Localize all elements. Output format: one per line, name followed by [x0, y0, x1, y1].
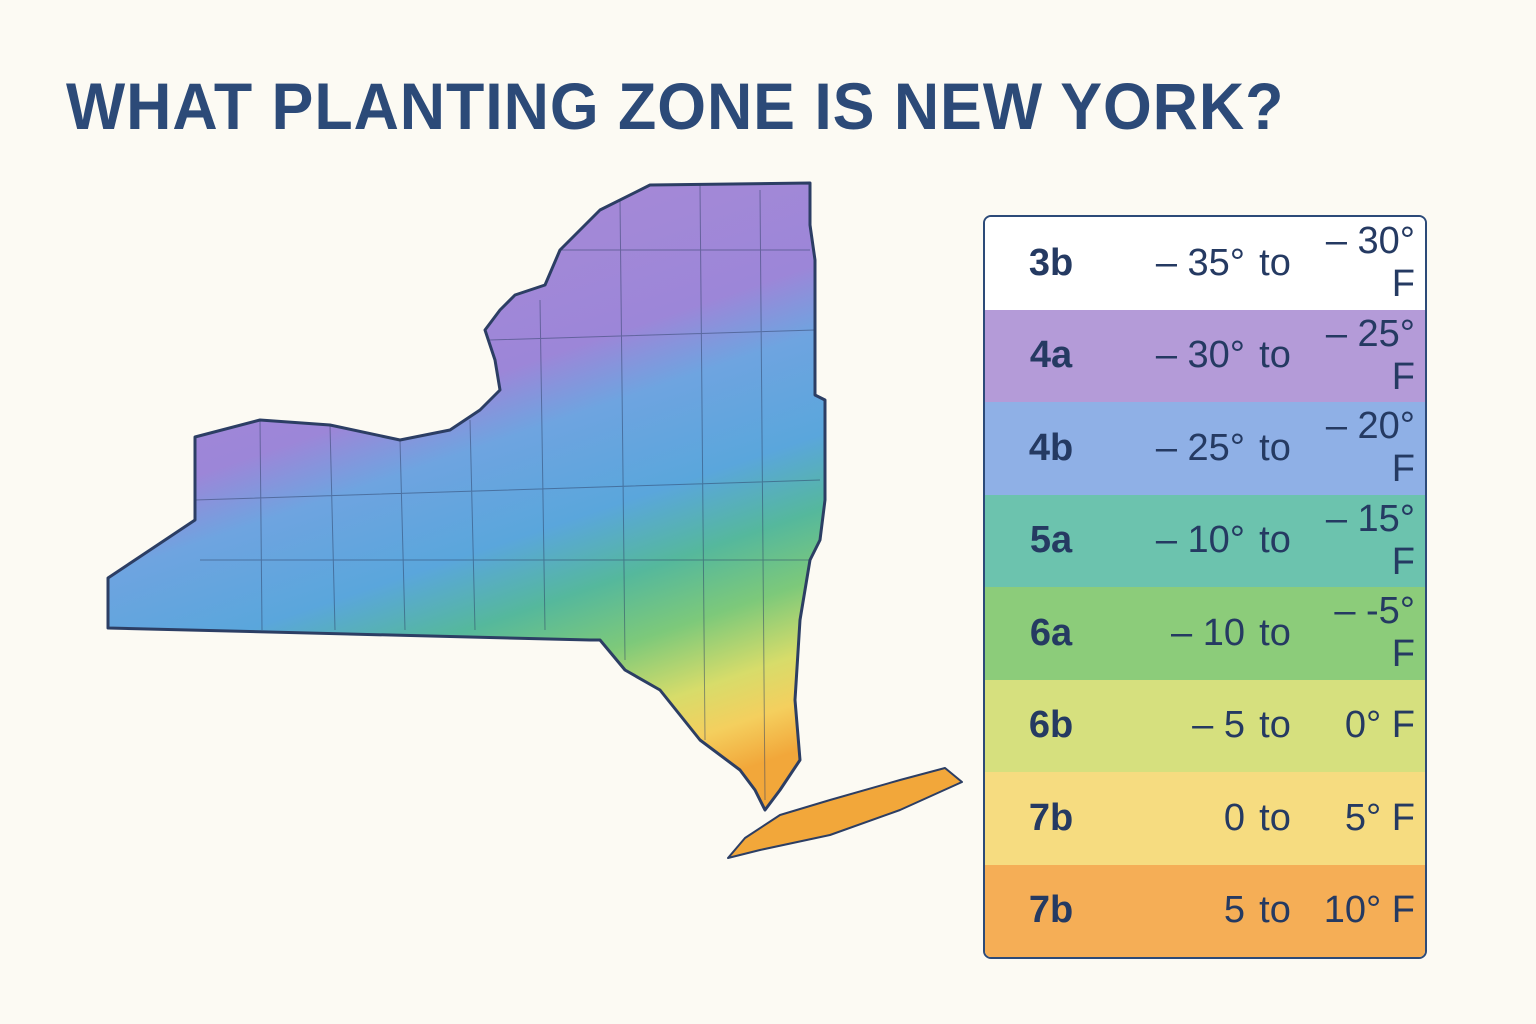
- legend-row: 6a – 10 to – -5° F: [985, 587, 1425, 680]
- legend-to: to: [1259, 426, 1291, 469]
- legend-row: 7b 5 to 10° F: [985, 864, 1425, 957]
- legend-zone: 6a: [1029, 611, 1073, 654]
- legend-to: to: [1259, 889, 1291, 932]
- state-map: [106, 181, 963, 859]
- legend-to: to: [1259, 241, 1291, 284]
- legend-high: 0° F: [1344, 704, 1415, 747]
- legend-to: to: [1259, 611, 1291, 654]
- legend-zone: 7b: [1028, 796, 1074, 839]
- legend-from: – 10: [1171, 611, 1245, 654]
- legend-zone: 3b: [1028, 241, 1074, 284]
- legend-to: to: [1259, 519, 1291, 562]
- legend-high: – 30° F: [1325, 220, 1415, 306]
- legend-row: 4a – 30° to – 25° F: [985, 309, 1425, 402]
- zone-legend: 3b – 35° to – 30° F 4a – 30° to – 25° F 4b – 25° t…: [983, 215, 1427, 959]
- legend-high: – 15° F: [1325, 497, 1415, 583]
- legend-row: 6b – 5 to 0° F: [985, 679, 1425, 772]
- legend-zone: 5a: [1029, 519, 1073, 562]
- long-island: [727, 767, 963, 859]
- legend-high: – 25° F: [1325, 312, 1415, 398]
- legend-zone: 4a: [1029, 334, 1073, 377]
- mainland: [106, 181, 827, 812]
- legend-from: – 25°: [1155, 426, 1245, 469]
- legend-high: – 20° F: [1325, 405, 1415, 491]
- legend-from: – 35°: [1155, 241, 1245, 284]
- legend-from: – 30°: [1155, 334, 1245, 377]
- legend-zone: 7b: [1028, 889, 1074, 932]
- legend-high: 5° F: [1344, 796, 1415, 839]
- legend-high: 10° F: [1323, 889, 1415, 932]
- legend-from: – 10°: [1155, 519, 1245, 562]
- legend-zone: 4b: [1028, 426, 1074, 469]
- legend-to: to: [1259, 704, 1291, 747]
- legend-from: 5: [1223, 889, 1245, 932]
- legend-row: 4b – 25° to – 20° F: [985, 402, 1425, 495]
- legend-to: to: [1259, 334, 1291, 377]
- legend-row: 5a – 10° to – 15° F: [985, 494, 1425, 587]
- legend-row: 7b 0 to 5° F: [985, 772, 1425, 865]
- legend-high: – -5° F: [1334, 590, 1415, 676]
- title: WHAT PLANTING ZONE IS NEW YORK?: [66, 69, 1285, 143]
- legend-from: 0: [1223, 796, 1245, 839]
- county-lines: [194, 184, 821, 801]
- legend-zone: 6b: [1028, 704, 1074, 747]
- legend-from: – 5: [1192, 704, 1245, 747]
- legend-row: 3b – 35° to – 30° F: [985, 217, 1425, 310]
- legend-to: to: [1259, 796, 1291, 839]
